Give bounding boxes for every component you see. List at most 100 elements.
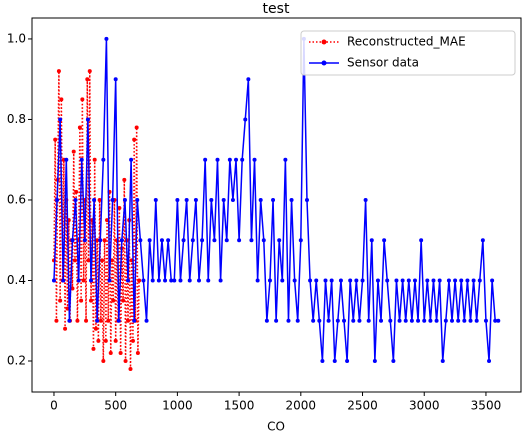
point: [388, 318, 393, 323]
point: [258, 197, 263, 202]
x-tick-label: 0: [50, 399, 58, 413]
point: [215, 157, 220, 162]
point: [428, 318, 433, 323]
point: [379, 318, 384, 323]
point: [51, 278, 56, 283]
point: [135, 197, 140, 202]
point: [95, 318, 100, 323]
point: [86, 258, 91, 263]
point: [163, 278, 168, 283]
point: [64, 157, 69, 162]
point: [58, 298, 63, 303]
point: [342, 318, 347, 323]
point: [169, 278, 174, 283]
point: [456, 318, 461, 323]
y-tick-label: 0.8: [7, 112, 26, 126]
point: [490, 278, 495, 283]
point: [487, 359, 492, 364]
point: [416, 318, 421, 323]
point: [366, 318, 371, 323]
point: [394, 278, 399, 283]
point: [190, 238, 195, 243]
point: [382, 238, 387, 243]
point: [431, 278, 436, 283]
point: [100, 258, 105, 263]
x-tick-label: 2000: [286, 399, 317, 413]
point: [193, 197, 198, 202]
point: [406, 278, 411, 283]
point: [81, 278, 86, 283]
point: [59, 97, 64, 102]
point: [73, 197, 78, 202]
y-tick-label: 0.4: [7, 273, 26, 287]
x-tick-label: 1500: [224, 399, 255, 413]
point: [480, 238, 485, 243]
point: [274, 318, 279, 323]
legend-marker: [321, 60, 327, 66]
y-tick-label: 0.6: [7, 192, 26, 206]
point: [111, 298, 116, 303]
point: [135, 350, 140, 355]
point: [129, 157, 134, 162]
point: [280, 278, 285, 283]
point: [84, 318, 89, 323]
point: [93, 326, 98, 331]
point: [106, 318, 111, 323]
point: [496, 318, 501, 323]
point: [104, 36, 109, 41]
x-tick-label: 1000: [162, 399, 193, 413]
point: [87, 69, 92, 74]
point: [85, 117, 90, 122]
point: [459, 278, 464, 283]
point: [314, 278, 319, 283]
point: [159, 238, 164, 243]
point: [292, 278, 297, 283]
point: [97, 197, 102, 202]
point: [61, 278, 66, 283]
point: [110, 197, 115, 202]
point: [70, 238, 75, 243]
point: [230, 197, 235, 202]
point: [317, 318, 322, 323]
point: [54, 318, 59, 323]
point: [206, 278, 211, 283]
point: [123, 359, 128, 364]
point: [271, 197, 276, 202]
point: [338, 278, 343, 283]
series-line: [53, 38, 499, 362]
point: [77, 125, 82, 130]
point: [144, 318, 149, 323]
point: [375, 278, 380, 283]
point: [332, 359, 337, 364]
point: [468, 318, 473, 323]
point: [126, 318, 131, 323]
point: [264, 318, 269, 323]
point: [92, 157, 97, 162]
point: [79, 298, 84, 303]
point: [425, 278, 430, 283]
point: [67, 318, 72, 323]
point: [403, 318, 408, 323]
point: [75, 318, 80, 323]
point: [329, 278, 334, 283]
point: [221, 197, 226, 202]
point: [255, 278, 260, 283]
point: [246, 77, 251, 82]
point: [82, 238, 87, 243]
point: [234, 157, 239, 162]
point: [95, 238, 100, 243]
point: [88, 298, 93, 303]
point: [249, 238, 254, 243]
point: [92, 197, 97, 202]
x-tick-label: 3000: [409, 399, 440, 413]
point: [434, 318, 439, 323]
point: [175, 197, 180, 202]
point: [446, 278, 451, 283]
point: [283, 157, 288, 162]
point: [493, 318, 498, 323]
y-tick-label: 0.2: [7, 354, 26, 368]
point: [126, 278, 131, 283]
point: [172, 278, 177, 283]
point: [354, 278, 359, 283]
point: [181, 238, 186, 243]
